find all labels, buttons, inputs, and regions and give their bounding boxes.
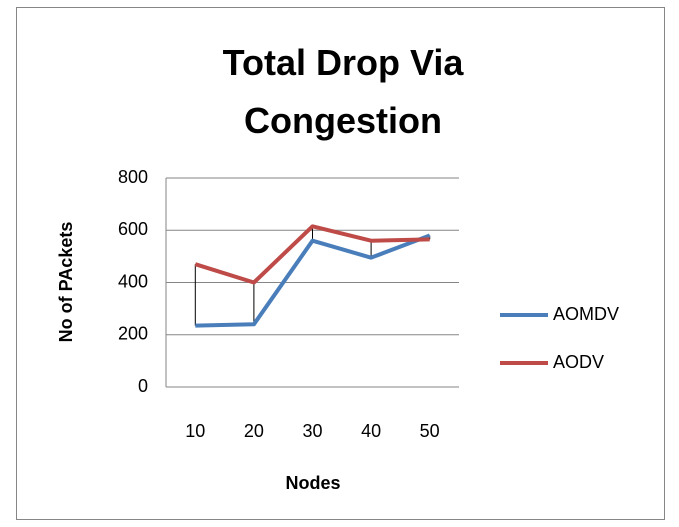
x-tick-label: 20 <box>244 421 264 441</box>
y-tick-label: 600 <box>118 219 148 239</box>
y-tick-label: 200 <box>118 324 148 344</box>
y-tick-label: 0 <box>138 376 148 396</box>
series-line <box>194 224 430 285</box>
x-tick-label: 10 <box>185 421 205 441</box>
x-tick-label: 30 <box>302 421 322 441</box>
y-tick-label: 800 <box>118 167 148 187</box>
legend-label: AOMDV <box>553 304 619 324</box>
chart-border <box>16 7 665 520</box>
y-axis-label: No of PAckets <box>56 222 76 343</box>
x-tick-label: 40 <box>361 421 381 441</box>
y-tick-label: 400 <box>118 271 148 291</box>
x-axis-label: Nodes <box>285 473 340 493</box>
x-tick-label: 50 <box>420 421 440 441</box>
chart-title: Total Drop Via Congestion <box>222 42 464 141</box>
legend-label: AODV <box>553 352 604 372</box>
series-line <box>195 233 431 328</box>
